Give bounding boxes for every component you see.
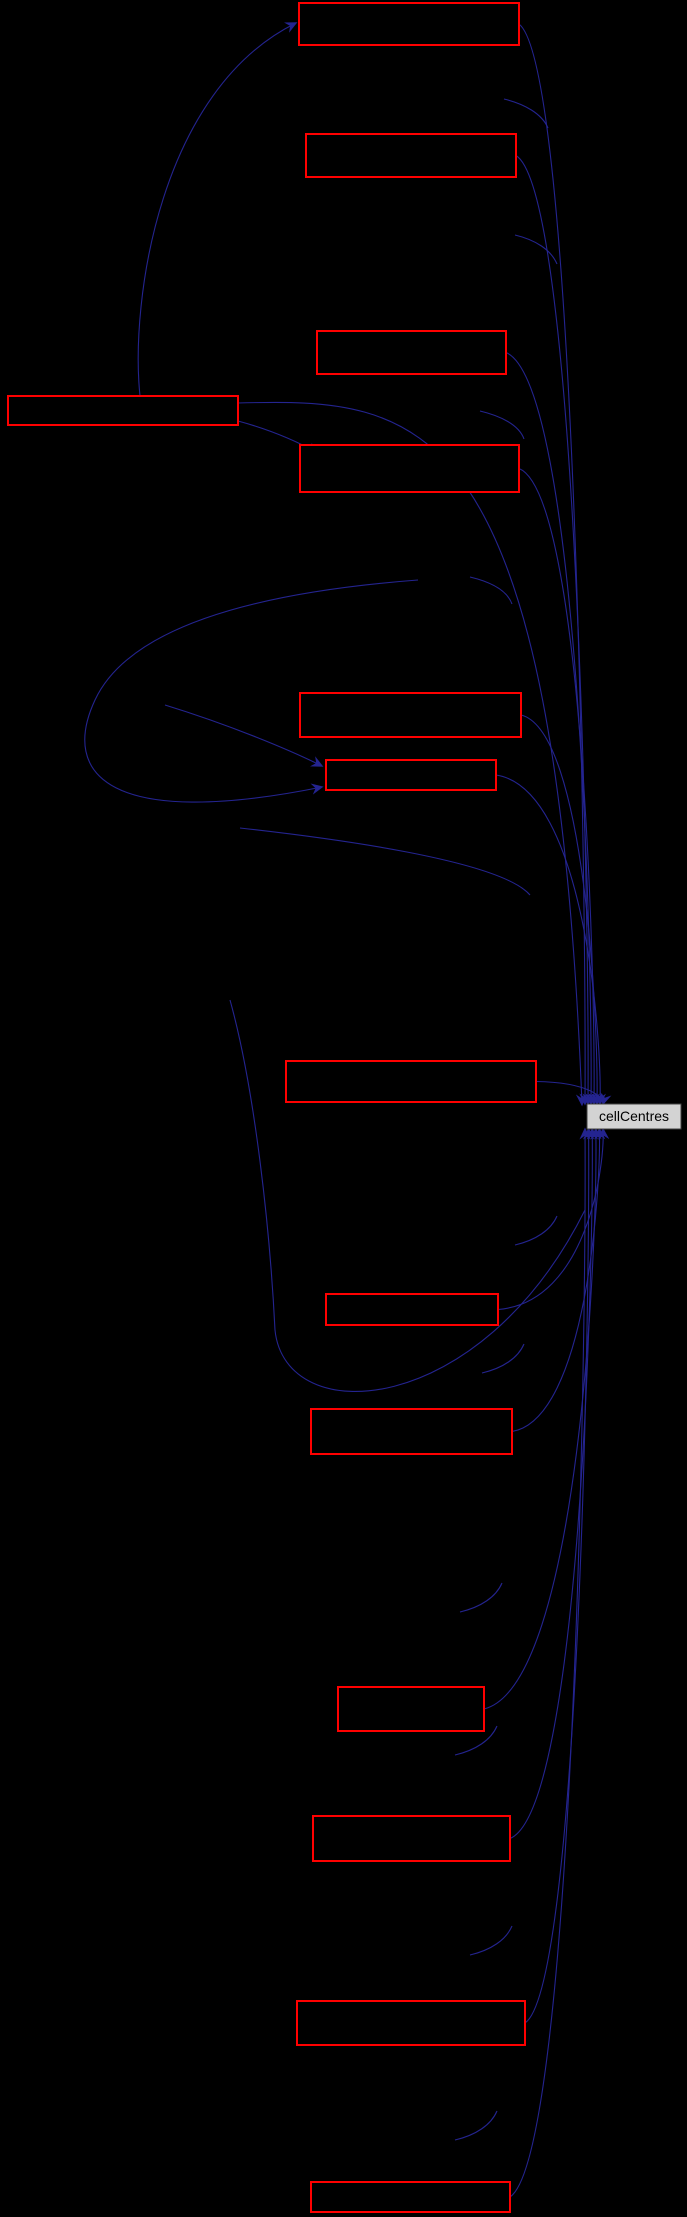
svg-text:cellCentres: cellCentres <box>599 1108 669 1124</box>
